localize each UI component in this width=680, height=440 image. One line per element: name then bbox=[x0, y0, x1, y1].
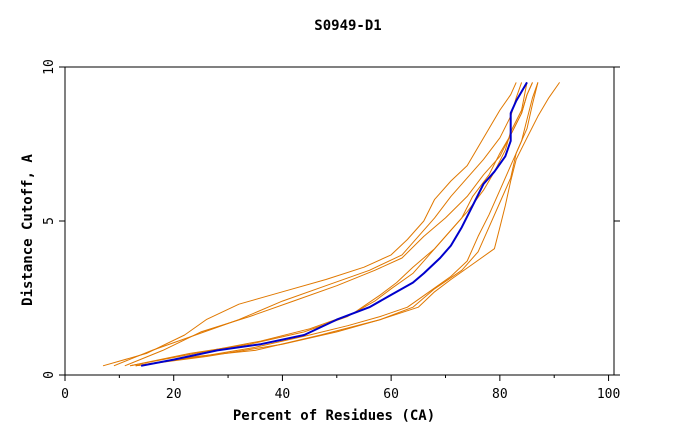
series-line-5 bbox=[135, 82, 539, 367]
y-tick-label: 0 bbox=[42, 371, 57, 379]
series-line-8 bbox=[135, 82, 561, 367]
y-tick-label: 5 bbox=[42, 217, 57, 225]
series-line-highlight bbox=[140, 81, 528, 367]
series-line-6 bbox=[130, 82, 533, 367]
series-line-1 bbox=[102, 82, 517, 367]
series-line-4 bbox=[135, 82, 539, 367]
x-tick-label: 60 bbox=[383, 387, 399, 402]
x-tick-label: 20 bbox=[166, 387, 182, 402]
x-tick-label: 80 bbox=[492, 387, 508, 402]
plot-frame bbox=[64, 66, 615, 376]
series-line-7 bbox=[130, 82, 528, 367]
x-tick-label: 100 bbox=[597, 387, 620, 402]
y-axis-label: Distance Cutoff, A bbox=[20, 154, 36, 306]
series-layer bbox=[102, 81, 561, 367]
x-tick-label: 0 bbox=[61, 387, 69, 402]
x-axis-label: Percent of Residues (CA) bbox=[233, 408, 435, 424]
ticks-layer: 0 20 40 60 80 100 0 5 10 bbox=[42, 59, 620, 402]
chart-title: S0949-D1 bbox=[314, 18, 381, 34]
x-tick-label: 40 bbox=[275, 387, 291, 402]
series-line-2 bbox=[113, 82, 523, 367]
y-tick-label: 10 bbox=[42, 59, 57, 75]
